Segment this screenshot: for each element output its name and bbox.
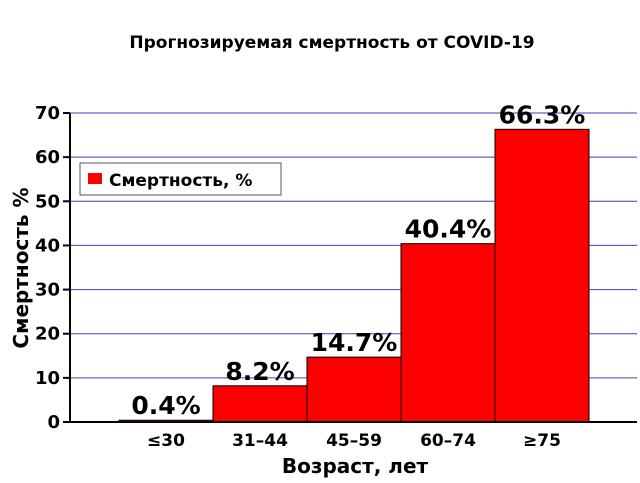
data-label: 40.4% — [405, 215, 492, 244]
y-tick-label: 20 — [35, 324, 60, 345]
y-tick-label: 70 — [35, 103, 60, 124]
x-tick-label: ≤30 — [147, 431, 185, 451]
y-tick-label: 50 — [35, 191, 60, 212]
legend-box — [79, 162, 282, 196]
x-tick-label: ≥75 — [523, 431, 561, 451]
x-tick-label: 31–44 — [232, 431, 288, 451]
y-tick-label: 40 — [35, 235, 60, 256]
bar — [494, 128, 590, 423]
data-label: 0.4% — [131, 391, 200, 420]
legend: Смертность, % — [79, 162, 282, 196]
x-tick-label: 45–59 — [326, 431, 382, 451]
legend-swatch — [88, 173, 102, 184]
gridlines — [70, 112, 637, 379]
y-ticks: 0 10 20 30 40 50 60 70 — [35, 103, 70, 433]
bars — [118, 128, 590, 423]
y-axis-label: Смертность % — [9, 187, 33, 348]
y-tick-label: 60 — [35, 147, 60, 168]
data-label: 14.7% — [311, 328, 398, 357]
x-ticks: ≤30 31–44 45–59 60–74 ≥75 — [147, 431, 561, 451]
legend-label: Смертность, % — [109, 171, 252, 191]
x-tick-label: 60–74 — [420, 431, 476, 451]
bar — [306, 356, 402, 423]
y-tick-label: 30 — [35, 280, 60, 301]
bar — [400, 243, 496, 423]
x-axis-label: Возраст, лет — [282, 454, 429, 478]
y-tick-label: 0 — [47, 412, 60, 433]
chart-title: Прогнозируемая смертность от COVID-19 — [129, 33, 534, 53]
y-tick-label: 10 — [35, 368, 60, 389]
data-label: 66.3% — [499, 100, 586, 129]
bar — [212, 385, 308, 423]
data-labels: 0.4% 8.2% 14.7% 40.4% 66.3% — [131, 100, 585, 420]
data-label: 8.2% — [225, 357, 294, 386]
